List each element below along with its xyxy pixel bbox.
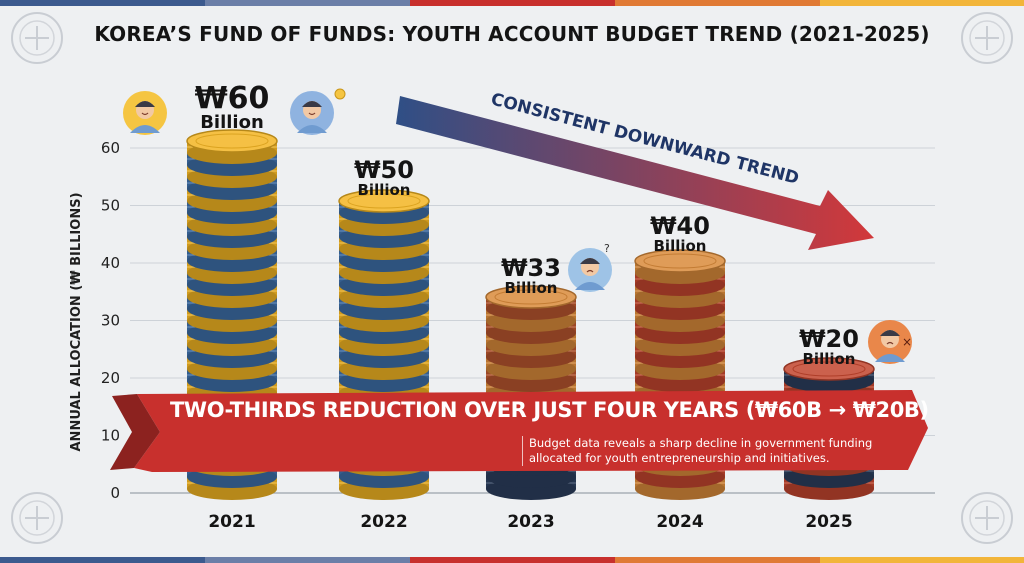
value-label-2024: ₩40: [650, 212, 710, 240]
top-stripe-segment: [820, 0, 1024, 6]
trend-arrow: CONSISTENT DOWNWARD TREND: [396, 89, 874, 250]
banner-subtext: Budget data reveals a sharp decline in g…: [522, 436, 909, 466]
avatar-happy-man-icon: [123, 91, 167, 135]
value-unit-2023: Billion: [505, 279, 558, 297]
coin-face: [494, 289, 568, 305]
avatars: ?×: [123, 88, 912, 364]
value-unit-2022: Billion: [358, 181, 411, 199]
question-mark-icon: ?: [604, 242, 610, 255]
x-tick-label: 2023: [507, 512, 554, 532]
top-stripe-segment: [205, 0, 410, 6]
y-tick-label: 30: [101, 312, 120, 330]
y-tick-label: 40: [101, 254, 120, 272]
reduction-banner: [110, 390, 928, 472]
chart-title: KOREA’S FUND OF FUNDS: YOUTH ACCOUNT BUD…: [94, 22, 930, 46]
coin-face: [195, 133, 269, 149]
top-stripe-segment: [0, 0, 205, 6]
top-stripe-segment: [615, 0, 820, 6]
bottom-stripe-segment: [0, 557, 205, 563]
y-tick-label: 20: [101, 369, 120, 387]
coin-top: [186, 129, 278, 153]
coin-face: [347, 193, 421, 209]
x-axis: 2021 2022 2023 2024 2025: [208, 512, 852, 532]
value-unit-2024: Billion: [654, 237, 707, 255]
y-tick-label: 10: [101, 427, 120, 445]
bottom-stripe-segment: [615, 557, 820, 563]
cross-mark-icon: ×: [902, 335, 912, 349]
banner-headline: TWO-THIRDS REDUCTION OVER JUST FOUR YEAR…: [170, 398, 929, 422]
corner-medallion-icon: [961, 12, 1013, 64]
corner-medallion-icon: [961, 492, 1013, 544]
value-label-2023: ₩33: [501, 254, 561, 282]
x-tick-label: 2025: [805, 512, 852, 532]
value-unit-2025: Billion: [803, 350, 856, 368]
x-tick-label: 2024: [656, 512, 703, 532]
avatar-woman-idea-icon: [290, 91, 334, 135]
avatar-upset-icon: [868, 320, 912, 364]
bottom-stripe-segment: [410, 557, 615, 563]
avatar-worried-icon: [568, 248, 612, 292]
value-labels: ₩60Billion₩50Billion₩33Billion₩40Billion…: [195, 81, 859, 368]
banner-ribbon: [134, 390, 928, 472]
y-tick-label: 0: [110, 484, 120, 502]
value-label-2021: ₩60: [195, 81, 270, 116]
top-stripe-segment: [410, 0, 615, 6]
y-axis: 0 10 20 30 40 50 60 ANNUAL ALLOCATION (₩ BILLIO…: [69, 139, 120, 502]
bottom-stripe-segment: [820, 557, 1024, 563]
y-tick-label: 60: [101, 139, 120, 157]
value-label-2025: ₩20: [799, 325, 859, 353]
x-tick-label: 2021: [208, 512, 255, 532]
y-tick-label: 50: [101, 197, 120, 215]
x-tick-label: 2022: [360, 512, 407, 532]
corner-medallion-icon: [11, 12, 63, 64]
value-label-2022: ₩50: [354, 156, 414, 184]
corner-medallion-icon: [11, 492, 63, 544]
bottom-stripe-segment: [205, 557, 410, 563]
value-unit-2021: Billion: [200, 112, 264, 133]
coin-face: [792, 361, 866, 377]
banner-fold: [110, 394, 160, 470]
trend-arrow-icon: [396, 96, 874, 250]
lightbulb-icon: [334, 88, 346, 100]
coin-face: [643, 253, 717, 269]
y-axis-title: ANNUAL ALLOCATION (₩ BILLIONS): [69, 192, 84, 451]
